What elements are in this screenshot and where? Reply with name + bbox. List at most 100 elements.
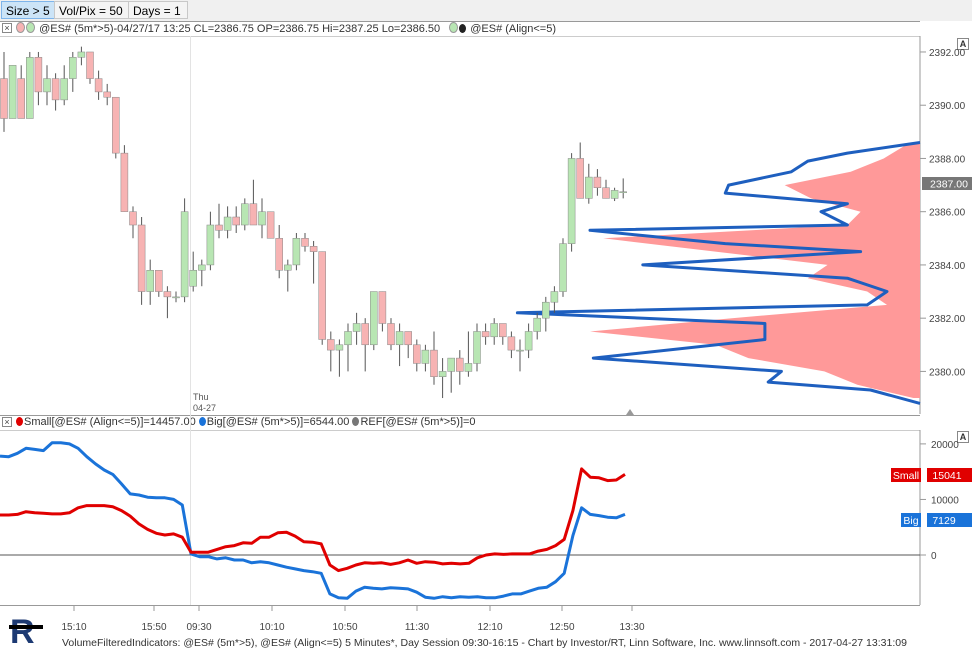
price-axis: 2380.00 2382.00 2384.00 2386.00 2388.00 2390.… xyxy=(920,48,966,378)
candle-body xyxy=(43,78,51,93)
time-tick-label: 10:10 xyxy=(259,622,284,633)
candle-body xyxy=(172,296,180,299)
candle-body xyxy=(94,78,103,93)
candle-body xyxy=(395,331,404,346)
candle-body xyxy=(533,317,541,332)
candle-body xyxy=(490,323,498,338)
candle-body xyxy=(120,152,129,212)
candle-body xyxy=(318,251,326,340)
big-tag-box xyxy=(901,513,921,527)
time-tick-label: 10:50 xyxy=(332,622,357,633)
candle-body xyxy=(542,301,550,319)
candle-body xyxy=(309,246,318,252)
price-tick-label: 2386.00 xyxy=(929,208,966,219)
candle-body xyxy=(180,211,189,298)
current-price-label: 2387.00 xyxy=(930,179,968,191)
time-tick-label: 13:30 xyxy=(619,622,644,633)
candle-body xyxy=(77,51,86,58)
candle-body xyxy=(585,176,593,199)
candle-body xyxy=(8,65,17,119)
small-volume-profile xyxy=(590,142,920,399)
vol-per-pix-button[interactable]: Vol/Pix = 50 xyxy=(54,1,129,19)
price-tick-label: 2388.00 xyxy=(929,154,966,165)
big-series-info: Big[@ES# (5m*>5)]=6544.00 xyxy=(206,416,350,428)
close-panel-icon[interactable]: × xyxy=(2,23,12,33)
candle-body xyxy=(189,270,197,287)
candle-body xyxy=(223,216,232,231)
time-tick-label: 09:30 xyxy=(186,622,211,633)
candle-body xyxy=(112,96,120,154)
series-color-icon xyxy=(16,22,25,33)
date-label-day: Thu xyxy=(193,392,209,402)
candle-body xyxy=(593,176,602,188)
candle-body xyxy=(206,224,215,266)
svg-text:R: R xyxy=(10,613,35,649)
time-tick-label: 12:50 xyxy=(549,622,574,633)
price-tick-label: 2382.00 xyxy=(929,314,966,325)
candle-body xyxy=(155,270,163,292)
candle-body xyxy=(60,78,68,101)
candle-body xyxy=(266,211,275,239)
candle-body xyxy=(370,291,378,346)
candle-body xyxy=(284,264,292,271)
small-tag-box xyxy=(891,468,921,482)
candle-body xyxy=(404,331,412,346)
candle-body xyxy=(567,158,576,244)
candle-body xyxy=(163,291,172,298)
volume-panel-header: × Small[@ES# (Align<=5)]=14457.00 Big[@E… xyxy=(0,415,920,431)
big-series-icon xyxy=(198,417,206,426)
candle-body xyxy=(198,264,206,271)
candle-body xyxy=(430,349,438,377)
candle-body xyxy=(602,187,610,199)
toolbar: Size > 5 Vol/Pix = 50 Days = 1 xyxy=(0,0,972,21)
price-panel-header: × @ES# (5m*>5)-04/27/17 13:25 CL=2386.75… xyxy=(0,21,920,37)
time-tick-label: 12:10 xyxy=(477,622,502,633)
candle-body xyxy=(69,57,77,79)
big-volume-profile xyxy=(515,141,921,405)
candle-body xyxy=(413,344,421,364)
candle-body xyxy=(421,349,430,364)
candle-body xyxy=(447,357,455,372)
time-axis: 15:10 15:50 09:30 10:10 10:50 11:30 12:10 12:50… xyxy=(61,606,645,633)
big-value-label: 7129 xyxy=(932,515,956,527)
time-tick-label: 11:30 xyxy=(405,622,430,633)
candlesticks xyxy=(0,46,627,399)
days-button[interactable]: Days = 1 xyxy=(128,1,188,19)
time-tick-label: 15:10 xyxy=(61,622,86,633)
candle-body xyxy=(34,57,43,93)
volume-axis: 0 10000 20000 xyxy=(920,440,959,562)
price-series-info: @ES# (5m*>5)-04/27/17 13:25 CL=2386.75 O… xyxy=(39,23,441,35)
volume-tick-label: 0 xyxy=(931,551,937,562)
candle-body xyxy=(301,238,309,247)
candle-body xyxy=(292,238,301,266)
candle-body xyxy=(129,211,137,226)
size-filter-button[interactable]: Size > 5 xyxy=(1,1,55,19)
candle-body xyxy=(352,323,361,332)
candle-body xyxy=(17,78,25,119)
linn-software-logo: R xyxy=(8,608,44,649)
small-tag-label: Small xyxy=(893,470,919,482)
candle-body xyxy=(241,203,249,226)
candle-body xyxy=(146,270,154,292)
close-panel-icon[interactable]: × xyxy=(2,417,12,427)
candle-body xyxy=(361,323,369,346)
candle-body xyxy=(344,331,352,346)
candle-body xyxy=(473,331,481,364)
volume-autoscale-button[interactable]: A xyxy=(957,431,969,443)
volume-tick-label: 10000 xyxy=(931,495,959,506)
price-tick-label: 2380.00 xyxy=(929,367,966,378)
ref-series-icon xyxy=(352,417,360,426)
candle-body xyxy=(103,91,111,98)
candle-body xyxy=(610,190,619,199)
candle-body xyxy=(524,331,533,351)
profile-series-info: @ES# (Align<=5) xyxy=(470,23,557,35)
candle-body xyxy=(232,216,240,226)
candle-body xyxy=(550,291,559,303)
volume-tick-label: 20000 xyxy=(931,440,959,451)
scroll-marker-icon[interactable] xyxy=(626,409,634,415)
candle-body xyxy=(387,323,395,346)
price-tick-label: 2384.00 xyxy=(929,261,966,272)
profile-color-icon xyxy=(459,24,467,33)
price-autoscale-button[interactable]: A xyxy=(957,38,969,50)
candle-body xyxy=(481,331,490,338)
